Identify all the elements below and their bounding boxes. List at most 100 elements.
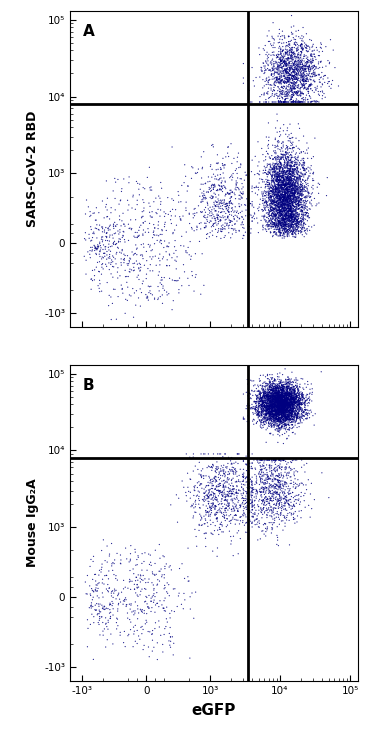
Point <box>300 79 306 91</box>
Point <box>286 394 292 406</box>
Point <box>278 403 284 415</box>
Point <box>284 158 290 170</box>
Point <box>276 400 282 412</box>
Point <box>304 63 310 74</box>
Point <box>224 462 230 474</box>
Point <box>282 397 287 408</box>
Point <box>269 414 275 426</box>
Point <box>277 414 283 426</box>
Point <box>289 219 295 230</box>
Point <box>297 381 303 393</box>
Point <box>275 508 280 520</box>
Point <box>270 406 276 418</box>
Point <box>304 183 310 194</box>
Point <box>276 77 282 89</box>
Point <box>286 390 292 402</box>
Point <box>282 69 287 81</box>
Point <box>270 411 276 422</box>
Point <box>213 475 219 486</box>
Point <box>103 612 108 623</box>
Point <box>277 170 283 182</box>
Point <box>277 406 283 417</box>
Point <box>283 404 289 416</box>
Point <box>273 393 279 405</box>
Point <box>285 397 291 409</box>
Point <box>218 465 224 477</box>
Point <box>285 169 291 181</box>
Point <box>204 197 210 208</box>
Point <box>281 200 287 212</box>
Point <box>271 401 277 413</box>
Point <box>272 174 278 186</box>
Point <box>237 161 243 173</box>
Point <box>218 495 224 507</box>
Point <box>270 389 276 401</box>
Point <box>284 407 290 419</box>
Point <box>157 228 163 240</box>
Point <box>294 175 300 187</box>
Point <box>292 169 298 180</box>
Point <box>263 65 269 77</box>
Point <box>264 411 270 423</box>
Point <box>281 381 287 393</box>
Point <box>230 512 236 523</box>
Point <box>294 217 300 229</box>
Point <box>276 193 282 205</box>
Point <box>265 140 271 152</box>
Point <box>220 158 225 169</box>
Point <box>265 147 270 159</box>
Point <box>279 389 284 400</box>
Point <box>110 585 115 597</box>
Point <box>289 210 295 222</box>
Point <box>283 414 289 426</box>
Point <box>269 394 275 406</box>
Point <box>269 396 275 408</box>
Point <box>283 406 289 417</box>
Point <box>282 394 287 406</box>
Point <box>301 130 307 142</box>
Point <box>281 60 287 72</box>
Point <box>287 68 293 80</box>
Point <box>237 189 243 201</box>
Point <box>88 599 94 611</box>
Point <box>288 149 294 160</box>
Point <box>265 76 271 88</box>
Point <box>293 210 299 222</box>
Point <box>287 383 293 395</box>
Point <box>288 55 294 67</box>
Point <box>275 394 281 406</box>
Point <box>294 63 300 75</box>
Point <box>291 72 297 84</box>
Point <box>273 186 279 198</box>
Point <box>275 171 281 183</box>
Point <box>282 477 288 489</box>
Point <box>285 188 291 199</box>
Point <box>311 420 317 431</box>
Point <box>144 292 149 304</box>
Point <box>272 411 278 422</box>
Point <box>295 398 301 410</box>
Point <box>289 221 294 233</box>
Point <box>301 216 307 228</box>
Point <box>267 380 273 392</box>
Point <box>193 506 199 518</box>
Point <box>280 52 286 64</box>
Point <box>276 392 282 404</box>
Point <box>276 468 282 480</box>
Point <box>299 197 304 208</box>
Point <box>322 91 328 103</box>
Point <box>283 60 289 72</box>
Point <box>96 241 101 252</box>
Point <box>106 586 111 598</box>
Point <box>274 406 280 417</box>
Point <box>292 385 298 397</box>
Point <box>285 412 291 424</box>
Point <box>127 555 133 567</box>
Point <box>305 389 311 400</box>
Point <box>292 408 298 420</box>
Point <box>273 400 279 412</box>
Point <box>294 186 300 198</box>
Point <box>279 404 285 416</box>
Point <box>273 400 279 411</box>
Point <box>99 599 105 611</box>
